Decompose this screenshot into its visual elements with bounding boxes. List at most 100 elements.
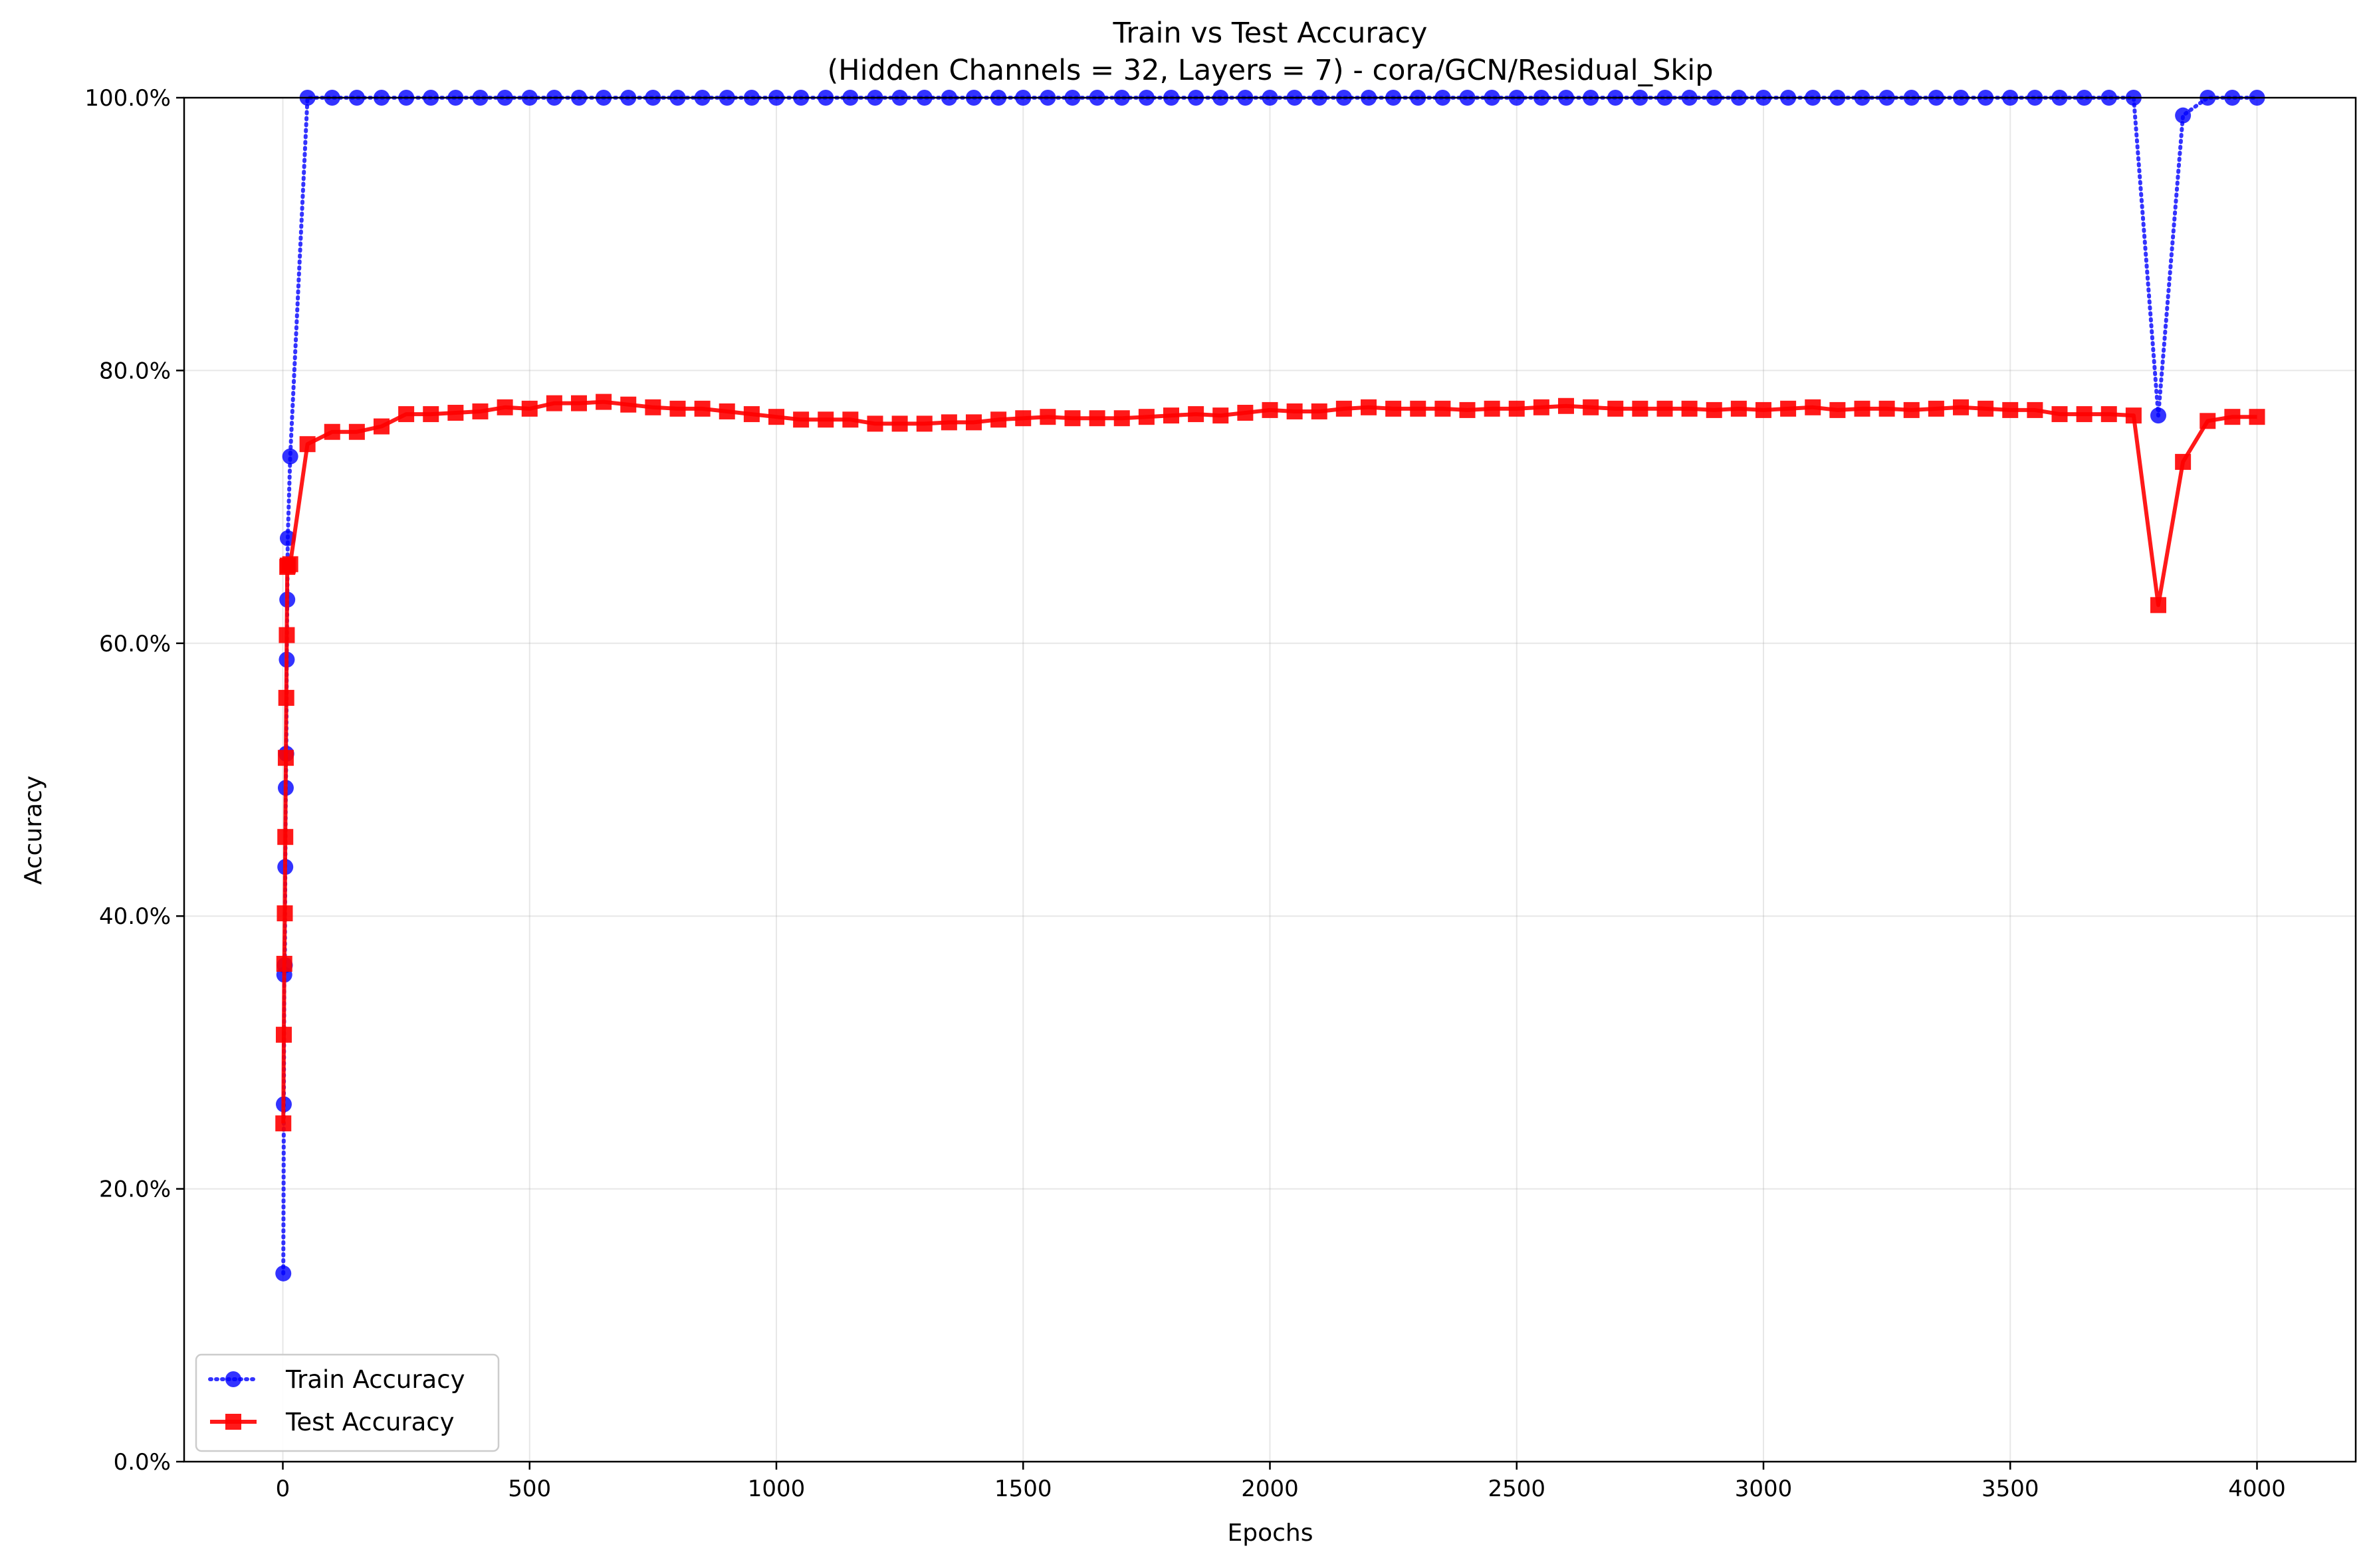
y-tick-label: 0.0%: [114, 1449, 171, 1476]
test-accuracy-point: [1533, 399, 1549, 415]
test-accuracy-point: [966, 414, 982, 431]
test-accuracy-point: [299, 436, 316, 453]
y-tick-label: 40.0%: [99, 903, 171, 930]
test-accuracy-point: [1928, 400, 1944, 417]
test-accuracy-point: [1681, 400, 1698, 417]
test-accuracy-point: [1903, 401, 1920, 418]
test-accuracy-point: [275, 1115, 292, 1132]
test-accuracy-point: [521, 400, 538, 417]
test-accuracy-point: [1632, 400, 1648, 417]
test-accuracy-point: [1335, 400, 1352, 417]
test-accuracy-point: [374, 418, 390, 435]
test-accuracy-point: [694, 400, 711, 417]
test-accuracy-point: [324, 423, 340, 440]
x-tick-label: 1500: [994, 1476, 1052, 1502]
test-accuracy-point: [719, 403, 735, 419]
test-accuracy-point: [2175, 453, 2192, 470]
train-accuracy-point: [282, 448, 298, 465]
x-axis-ticks: 0 500 1000 1500 2000 2500 3000 3500 4000: [276, 1462, 2286, 1502]
test-accuracy-point: [1113, 410, 1130, 427]
test-accuracy-point: [1311, 403, 1327, 419]
test-accuracy-point: [743, 406, 760, 423]
test-accuracy-point: [842, 411, 859, 428]
x-tick-label: 0: [276, 1476, 290, 1502]
test-accuracy-point: [1286, 403, 1303, 419]
test-accuracy-point: [1508, 400, 1525, 417]
legend-entry-test: Test Accuracy: [210, 1408, 455, 1436]
test-accuracy-point: [818, 411, 834, 428]
test-accuracy-point: [1410, 400, 1426, 417]
test-accuracy-point: [1040, 409, 1056, 425]
test-accuracy-point: [1558, 397, 1574, 414]
test-accuracy-point: [1015, 410, 1032, 427]
x-tick-label: 3500: [1981, 1476, 2039, 1502]
test-accuracy-point: [2027, 401, 2043, 418]
y-tick-label: 80.0%: [99, 358, 171, 384]
test-accuracy-point: [1730, 400, 1747, 417]
test-accuracy-point: [891, 415, 908, 432]
test-accuracy-point: [2076, 406, 2092, 423]
legend-train-marker-swatch: [225, 1371, 241, 1387]
test-accuracy-point: [348, 423, 365, 440]
test-accuracy-point: [1805, 399, 1821, 415]
x-tick-label: 1000: [748, 1476, 806, 1502]
test-accuracy-point: [645, 399, 661, 415]
x-tick-label: 2500: [1488, 1476, 1545, 1502]
test-accuracy-point: [447, 405, 464, 421]
test-accuracy-point: [793, 411, 810, 428]
legend-test-marker-swatch: [225, 1414, 241, 1430]
test-accuracy-point: [276, 956, 292, 972]
test-accuracy-point: [546, 395, 562, 411]
y-tick-label: 60.0%: [99, 631, 171, 657]
x-tick-label: 500: [508, 1476, 551, 1502]
test-accuracy-point: [1583, 399, 1599, 415]
chart-title: Train vs Test Accuracy: [1112, 17, 1427, 50]
data-series: [275, 90, 2265, 1282]
test-accuracy-point: [990, 411, 1007, 428]
y-axis-ticks: 0.0% 20.0% 40.0% 60.0% 80.0% 100.0%: [84, 85, 184, 1476]
test-accuracy-point: [472, 403, 489, 419]
y-tick-label: 20.0%: [99, 1176, 171, 1203]
test-accuracy-point: [867, 415, 883, 432]
test-accuracy-point: [2200, 413, 2216, 429]
x-tick-label: 3000: [1735, 1476, 1793, 1502]
test-accuracy-point: [423, 406, 439, 423]
test-accuracy-point: [497, 399, 513, 415]
train-accuracy-point: [2150, 407, 2166, 424]
test-accuracy-point: [1237, 405, 1254, 421]
test-accuracy-point: [1188, 406, 1204, 423]
legend-frame: [195, 1353, 500, 1452]
test-accuracy-point: [2100, 406, 2117, 423]
test-accuracy-point: [1829, 401, 1846, 418]
test-accuracy-point: [1755, 401, 1771, 418]
test-accuracy-point: [1385, 400, 1402, 417]
test-accuracy-point: [916, 415, 933, 432]
test-accuracy-point: [277, 829, 294, 845]
test-accuracy-point: [1138, 409, 1155, 425]
train-accuracy-point: [2175, 107, 2192, 124]
test-accuracy-point: [279, 627, 295, 643]
chart-subtitle: (Hidden Channels = 32, Layers = 7) - cor…: [827, 54, 1713, 87]
y-axis-label: Accuracy: [20, 776, 47, 885]
test-accuracy-point: [1163, 407, 1179, 424]
test-accuracy-point: [275, 1026, 292, 1043]
test-accuracy-point: [620, 396, 637, 413]
test-accuracy-point: [1089, 410, 1105, 427]
legend: Train Accuracy Test Accuracy: [195, 1353, 500, 1452]
test-accuracy-point: [282, 556, 298, 572]
test-accuracy-point: [1854, 400, 1870, 417]
test-accuracy-point: [277, 905, 293, 922]
test-accuracy-point: [1434, 400, 1451, 417]
train-accuracy-point: [275, 1265, 292, 1282]
test-accuracy-point: [669, 400, 686, 417]
test-accuracy-point: [1878, 400, 1895, 417]
y-tick-label: 100.0%: [84, 85, 171, 112]
x-tick-label: 2000: [1241, 1476, 1299, 1502]
test-accuracy-point: [1064, 410, 1081, 427]
x-axis-label: Epochs: [1228, 1519, 1313, 1547]
x-tick-label: 4000: [2228, 1476, 2286, 1502]
test-accuracy-point: [1262, 401, 1278, 418]
test-accuracy-point: [398, 406, 415, 423]
test-accuracy-point: [1656, 400, 1673, 417]
